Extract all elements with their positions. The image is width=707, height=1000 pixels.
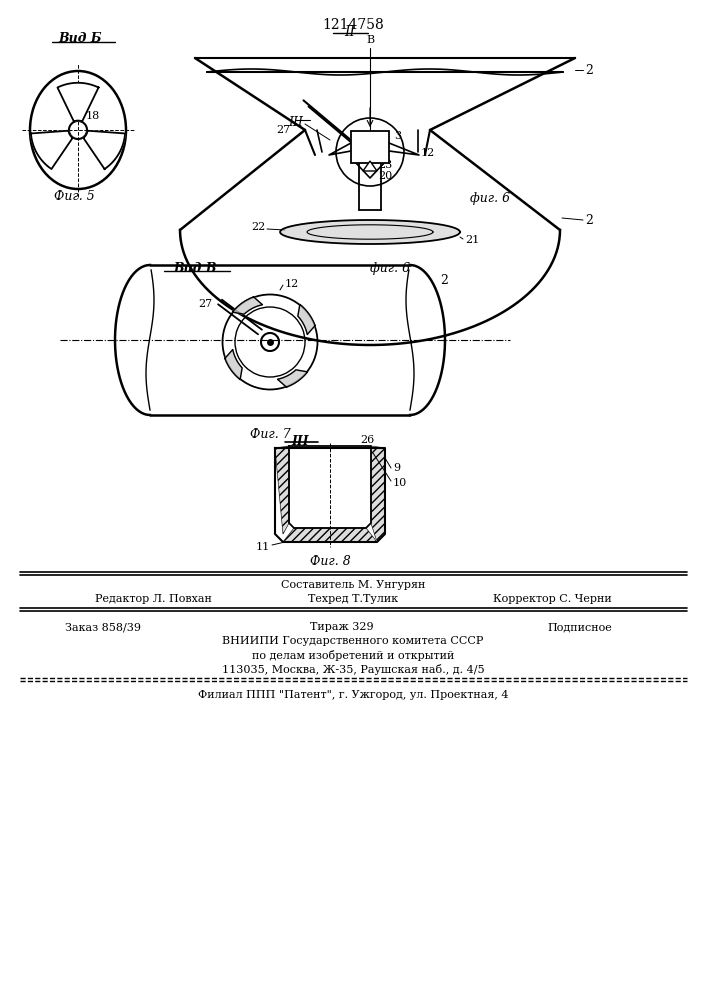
Text: Заказ 858/39: Заказ 858/39 <box>65 622 141 632</box>
Text: 27: 27 <box>198 299 212 309</box>
Text: II: II <box>344 25 356 39</box>
Text: Филиал ППП "Патент", г. Ужгород, ул. Проектная, 4: Филиал ППП "Патент", г. Ужгород, ул. Про… <box>198 690 508 700</box>
Polygon shape <box>225 350 243 380</box>
Text: 113035, Москва, Ж-35, Раушская наб., д. 4/5: 113035, Москва, Ж-35, Раушская наб., д. … <box>222 664 484 675</box>
Polygon shape <box>57 83 98 121</box>
Text: 1214758: 1214758 <box>322 18 384 32</box>
Text: 18: 18 <box>86 111 100 121</box>
Text: B: B <box>366 35 374 45</box>
Polygon shape <box>275 446 289 534</box>
Text: 12: 12 <box>421 148 436 158</box>
Text: ВНИИПИ Государственного комитета СССР: ВНИИПИ Государственного комитета СССР <box>222 636 484 646</box>
Text: 27: 27 <box>276 125 290 135</box>
Polygon shape <box>83 131 125 169</box>
Text: 10: 10 <box>393 478 407 488</box>
Text: Составитель М. Унгурян: Составитель М. Унгурян <box>281 580 425 590</box>
Text: Тираж 329: Тираж 329 <box>310 622 373 632</box>
Text: 9: 9 <box>393 463 400 473</box>
Text: Фиг. 8: Фиг. 8 <box>310 555 351 568</box>
Text: Техред Т.Тулик: Техред Т.Тулик <box>308 594 398 604</box>
Text: Фиг. 7: Фиг. 7 <box>250 428 291 441</box>
Text: 20: 20 <box>378 171 392 181</box>
Text: 26: 26 <box>360 435 374 445</box>
Polygon shape <box>298 304 315 334</box>
Text: фиг. 6: фиг. 6 <box>470 192 510 205</box>
Text: Корректор С. Черни: Корректор С. Черни <box>493 594 612 604</box>
Bar <box>351 131 389 163</box>
Text: 23: 23 <box>378 160 392 170</box>
Polygon shape <box>278 370 308 387</box>
Text: III: III <box>291 435 309 448</box>
Polygon shape <box>233 297 262 314</box>
Text: Вид В: Вид В <box>173 262 217 275</box>
Text: 21: 21 <box>465 235 479 245</box>
Text: 11: 11 <box>256 542 270 552</box>
Text: Подписное: Подписное <box>547 622 612 632</box>
Text: 22: 22 <box>251 222 265 232</box>
Text: 12: 12 <box>285 279 299 289</box>
Text: Вид Б: Вид Б <box>58 32 102 45</box>
Text: III: III <box>288 115 303 128</box>
Polygon shape <box>363 161 377 171</box>
Polygon shape <box>280 220 460 244</box>
Text: фиг. 6: фиг. 6 <box>370 262 410 275</box>
Text: 2: 2 <box>585 214 593 227</box>
Text: Редактор Л. Повхан: Редактор Л. Повхан <box>95 594 212 604</box>
Polygon shape <box>283 528 377 542</box>
Text: 2: 2 <box>440 273 448 286</box>
Text: 2: 2 <box>585 64 593 77</box>
Text: 3: 3 <box>394 131 401 141</box>
Polygon shape <box>371 446 385 542</box>
Polygon shape <box>31 131 73 169</box>
Text: Фиг. 5: Фиг. 5 <box>54 190 94 203</box>
Text: по делам изобретений и открытий: по делам изобретений и открытий <box>252 650 454 661</box>
